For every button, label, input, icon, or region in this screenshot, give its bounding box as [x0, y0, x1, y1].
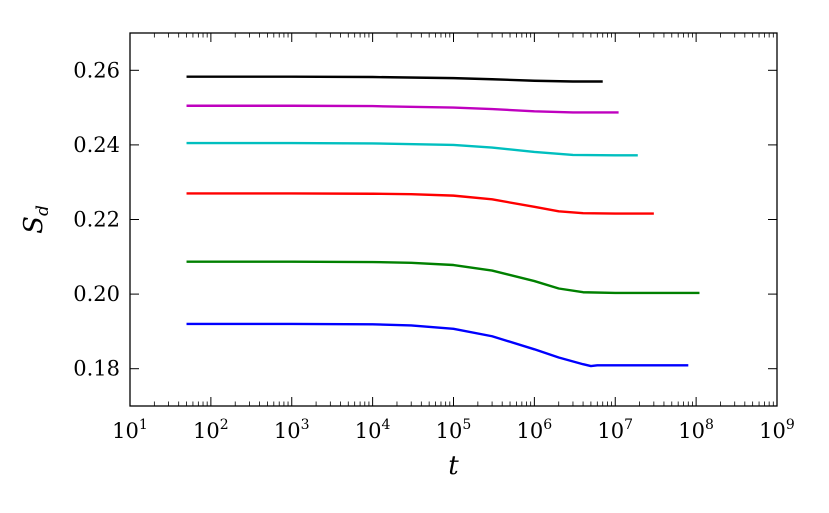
x-tick-label-base: 10: [678, 419, 705, 443]
y-axis-label: Sd: [19, 205, 53, 234]
x-tick-label-exponent: 3: [301, 417, 310, 433]
x-tick-label: 106: [517, 417, 553, 443]
series-line-4: [186, 192, 654, 215]
y-axis-label-subscript: d: [33, 205, 53, 216]
y-tick-label: 0.20: [73, 282, 120, 306]
x-tick-label: 109: [759, 417, 795, 443]
x-tick-label: 104: [355, 417, 391, 443]
x-tick-label-base: 10: [436, 419, 463, 443]
ticks-layer: [129, 33, 778, 406]
x-tick-label-base: 10: [274, 419, 301, 443]
series-line-6: [186, 322, 689, 368]
x-tick-label: 108: [678, 417, 714, 443]
plot-frame: [129, 32, 778, 407]
tick-labels-layer: 101 102 103 104 105 106 107 108 1090.180.200.220…: [73, 58, 795, 443]
x-tick-label-base: 10: [759, 419, 786, 443]
x-tick-label-exponent: 1: [139, 417, 148, 433]
y-tick-label: 0.24: [73, 133, 120, 157]
x-tick-label: 105: [436, 417, 472, 443]
series-line-5: [186, 260, 700, 295]
x-tick-label-exponent: 4: [382, 417, 391, 433]
x-tick-label: 101: [112, 417, 148, 443]
x-tick-label: 103: [274, 417, 310, 443]
x-tick-label-exponent: 9: [786, 417, 795, 433]
x-tick-label-base: 10: [112, 419, 139, 443]
x-tick-label-base: 10: [355, 419, 382, 443]
x-tick-label-base: 10: [597, 419, 624, 443]
y-tick-label: 0.18: [73, 357, 120, 381]
x-tick-label: 102: [193, 417, 229, 443]
y-tick-label: 0.26: [73, 58, 120, 82]
y-axis-label-base: S: [19, 216, 49, 234]
x-tick-label-base: 10: [193, 419, 220, 443]
y-tick-label: 0.22: [73, 208, 120, 232]
x-tick-label-exponent: 8: [705, 417, 714, 433]
x-tick-label-exponent: 6: [543, 417, 552, 433]
x-tick-label-exponent: 5: [462, 417, 471, 433]
series-layer: [186, 75, 700, 368]
series-line-3: [186, 141, 638, 157]
series-line-2: [186, 104, 619, 114]
x-axis-label: t: [448, 451, 459, 481]
x-tick-label: 107: [597, 417, 633, 443]
x-tick-label-base: 10: [517, 419, 544, 443]
x-tick-label-exponent: 7: [624, 417, 633, 433]
x-tick-label-exponent: 2: [220, 417, 229, 433]
series-line-1: [186, 75, 603, 83]
